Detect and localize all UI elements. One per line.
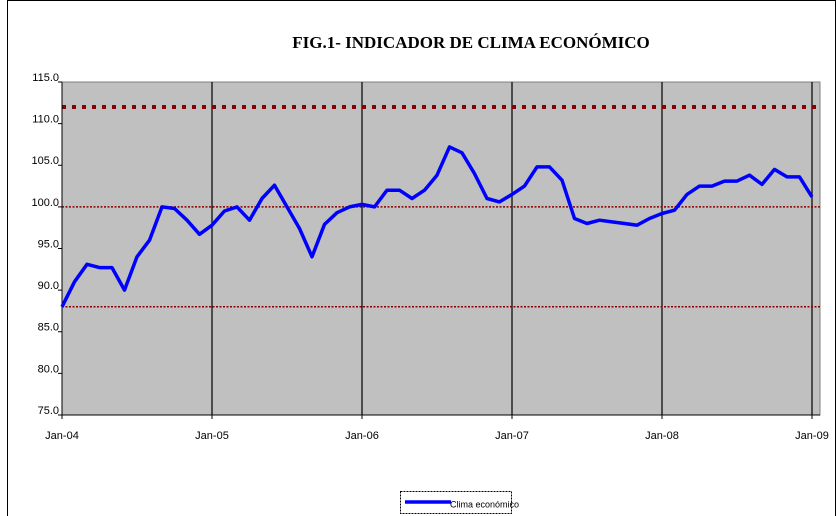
y-tick-label: 90.0 [38,280,59,292]
legend-label: Clima económico [450,499,519,509]
plot-area [61,81,821,416]
chart-title: FIG.1- INDICADOR DE CLIMA ECONÓMICO [292,33,649,52]
x-tick-label: Jan-05 [195,430,229,442]
y-tick-label: 105.0 [31,155,59,167]
x-tick-label: Jan-06 [345,430,379,442]
y-tick-label: 100.0 [31,197,59,209]
y-tick-label: 85.0 [38,322,59,334]
y-tick-label: 75.0 [38,405,59,417]
x-tick-label: Jan-04 [45,430,79,442]
data-line [60,145,814,308]
legend-box [400,491,512,514]
x-tick-label: Jan-09 [795,430,829,442]
x-tick-label: Jan-07 [495,430,529,442]
y-tick-label: 110.0 [32,114,59,126]
y-tick-label: 80.0 [38,363,59,375]
x-tick-label: Jan-08 [645,430,679,442]
legend: Clima económico [400,491,519,514]
y-tick-label: 115.0 [32,72,59,84]
y-tick-label: 95.0 [38,238,59,250]
